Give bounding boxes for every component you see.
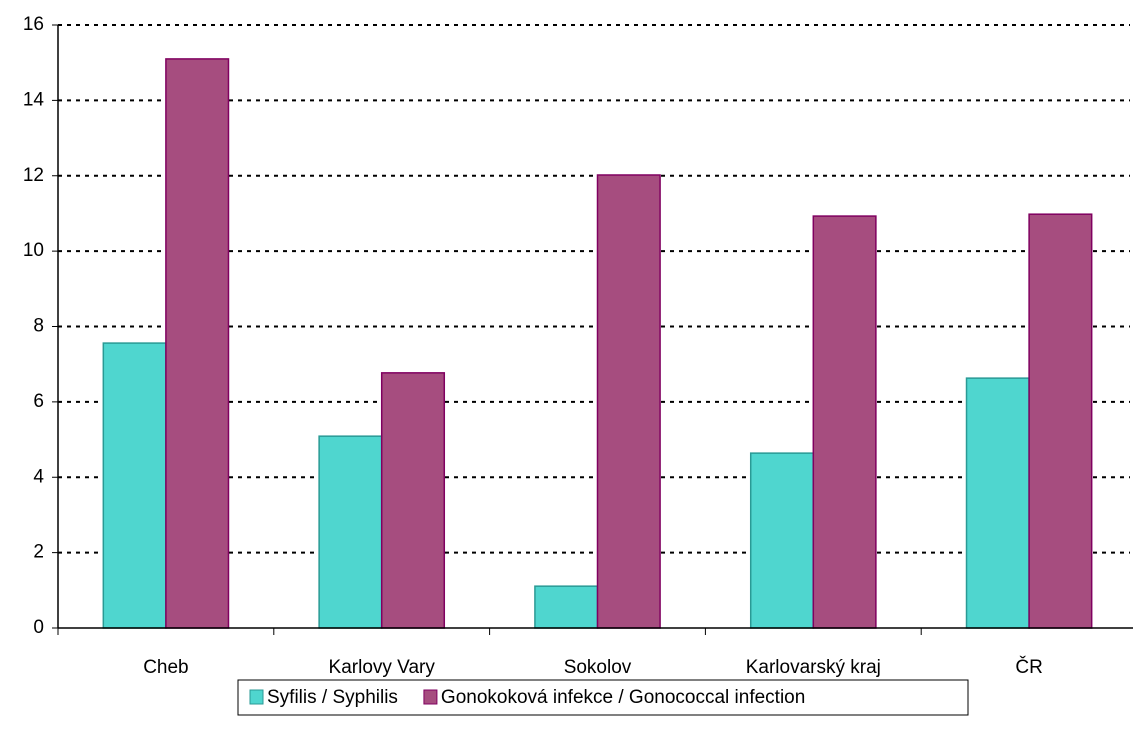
bar [1028,213,1093,629]
bar [380,372,446,629]
bar [965,377,1030,629]
x-tick-label: Cheb [143,657,188,678]
bar [534,585,599,629]
legend-label: Syfilis / Syphilis [267,687,398,708]
y-tick-label: 4 [33,466,44,487]
x-tick-label: Karlovarský kraj [746,657,881,678]
bar [318,435,383,629]
y-tick-label: 12 [23,165,44,186]
y-tick-label: 14 [23,89,45,110]
y-tick-label: 2 [33,542,44,563]
y-tick-label: 10 [23,240,44,261]
bar [596,174,661,629]
y-tick-label: 8 [33,316,44,337]
y-tick-label: 6 [33,391,44,412]
legend-box [237,679,969,716]
bar [812,215,877,629]
legend-label: Gonokoková infekce / Gonococcal infectio… [441,687,805,708]
legend-swatch [249,689,264,705]
bar [102,342,167,629]
legend-swatch [423,689,438,705]
bar [165,58,230,629]
bar [749,452,815,629]
x-tick-label: ČR [1015,656,1042,678]
x-tick-label: Karlovy Vary [329,657,436,678]
y-tick-label: 16 [23,14,44,35]
y-tick-label: 0 [33,617,44,638]
x-tick-label: Sokolov [564,657,632,678]
